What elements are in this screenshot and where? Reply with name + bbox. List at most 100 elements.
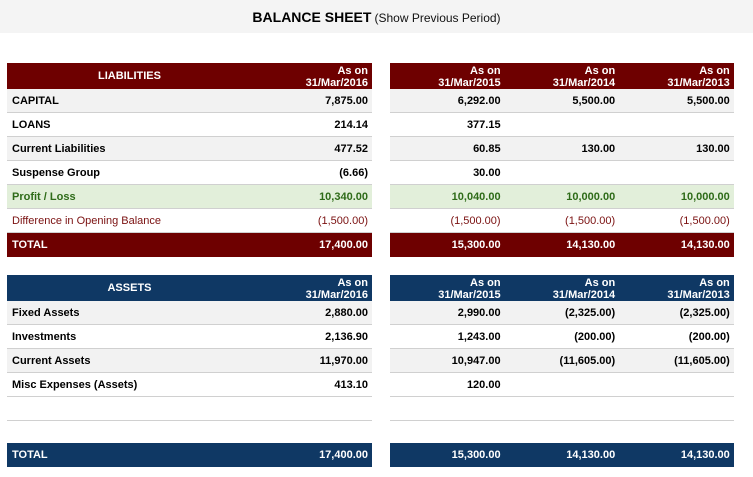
assets-previous-table: As on 31/Mar/2015 As on 31/Mar/2014 As o… xyxy=(390,275,734,421)
col-header-line2: 31/Mar/2015 xyxy=(438,76,501,89)
row-value: 5,500.00 xyxy=(572,94,616,107)
total-value: 15,300.00 xyxy=(451,449,501,461)
total-value: 17,400.00 xyxy=(319,449,368,461)
table-row: 10,947.00 (11,605.00) (11,605.00) xyxy=(390,349,734,373)
col-header-line1: As on xyxy=(699,64,730,77)
row-value: (1,500.00) xyxy=(317,214,368,227)
assets-previous-header: As on 31/Mar/2015 As on 31/Mar/2014 As o… xyxy=(390,275,734,301)
col-header-line1: As on xyxy=(584,64,616,77)
total-value: 14,130.00 xyxy=(680,449,730,461)
row-value: 2,990.00 xyxy=(457,306,501,319)
row-value: 413.10 xyxy=(334,378,368,391)
col-header-line2: 31/Mar/2013 xyxy=(667,76,730,89)
row-value: 5,500.00 xyxy=(686,94,730,107)
liabilities-current-table: LIABILITIES As on 31/Mar/2016 CAPITAL 7,… xyxy=(7,63,372,257)
col-header-line1: As on xyxy=(470,64,501,77)
page-title: BALANCE SHEET xyxy=(252,9,372,25)
assets-previous-total: 15,300.00 14,130.00 14,130.00 xyxy=(390,443,734,467)
row-value: (1,500.00) xyxy=(679,214,730,227)
row-label: CAPITAL xyxy=(12,94,59,107)
col-header-line2: 31/Mar/2014 xyxy=(552,76,616,89)
table-row: CAPITAL 7,875.00 xyxy=(7,89,372,113)
col-header-line2: 31/Mar/2015 xyxy=(438,288,501,301)
total-value: 17,400.00 xyxy=(319,239,368,251)
title-bar: BALANCE SHEET (Show Previous Period) xyxy=(0,0,753,33)
col-header-line1: As on xyxy=(699,276,730,289)
liabilities-total-row: TOTAL 17,400.00 xyxy=(7,233,372,257)
col-header-line1: As on xyxy=(337,64,368,77)
table-row: 1,243.00 (200.00) (200.00) xyxy=(390,325,734,349)
empty-row xyxy=(390,397,734,421)
assets-col-header-2013: As on 31/Mar/2013 xyxy=(619,275,734,301)
row-value: 10,000.00 xyxy=(680,190,730,203)
table-row: Suspense Group (6.66) xyxy=(7,161,372,185)
empty-row xyxy=(7,397,372,421)
assets-previous-total-row: 15,300.00 14,130.00 14,130.00 xyxy=(390,443,734,467)
row-value: (1,500.00) xyxy=(450,214,501,227)
show-previous-period-link[interactable]: (Show Previous Period) xyxy=(374,11,501,25)
total-value: 15,300.00 xyxy=(451,239,501,251)
col-header-line2: 31/Mar/2013 xyxy=(667,288,730,301)
assets-header: ASSETS As on 31/Mar/2016 xyxy=(7,275,372,301)
table-row: 377.15 xyxy=(390,113,734,137)
table-row: Misc Expenses (Assets) 413.10 xyxy=(7,373,372,397)
row-value: 2,880.00 xyxy=(325,306,368,319)
row-value: 6,292.00 xyxy=(457,94,501,107)
table-row: Investments 2,136.90 xyxy=(7,325,372,349)
total-value: 14,130.00 xyxy=(680,239,730,251)
col-header-line2: 31/Mar/2016 xyxy=(305,288,368,301)
row-value: 10,340.00 xyxy=(319,190,368,203)
total-value: 14,130.00 xyxy=(566,449,616,461)
liabilities-header: LIABILITIES As on 31/Mar/2016 xyxy=(7,63,372,89)
table-row: 6,292.00 5,500.00 5,500.00 xyxy=(390,89,734,113)
row-label: Difference in Opening Balance xyxy=(12,214,162,227)
profit-loss-row: Profit / Loss 10,340.00 xyxy=(7,185,372,209)
col-header-line2: 31/Mar/2014 xyxy=(552,288,616,301)
table-row: Current Liabilities 477.52 xyxy=(7,137,372,161)
assets-current-table: ASSETS As on 31/Mar/2016 Fixed Assets 2,… xyxy=(7,275,372,421)
table-row: 30.00 xyxy=(390,161,734,185)
row-value: (2,325.00) xyxy=(679,306,730,319)
col-header-line2: 31/Mar/2016 xyxy=(305,76,368,89)
assets-total-row: TOTAL 17,400.00 xyxy=(7,443,372,467)
row-value: 214.14 xyxy=(334,118,368,131)
row-value: 377.15 xyxy=(466,118,501,131)
row-value: 130.00 xyxy=(581,142,616,155)
col-header-line1: As on xyxy=(470,276,501,289)
table-row: 2,990.00 (2,325.00) (2,325.00) xyxy=(390,301,734,325)
row-value: 60.85 xyxy=(473,142,501,155)
row-label: Current Liabilities xyxy=(12,142,106,155)
table-row: LOANS 214.14 xyxy=(7,113,372,137)
total-label: TOTAL xyxy=(12,449,48,461)
difference-opening-balance-row: (1,500.00) (1,500.00) (1,500.00) xyxy=(390,209,734,233)
assets-current-col-header: As on 31/Mar/2016 xyxy=(252,275,372,301)
total-value: 14,130.00 xyxy=(566,239,616,251)
row-value: 10,040.00 xyxy=(451,190,501,203)
liabilities-col-header-2014: As on 31/Mar/2014 xyxy=(505,63,620,89)
liabilities-previous-total-row: 15,300.00 14,130.00 14,130.00 xyxy=(390,233,734,257)
assets-header-label: ASSETS xyxy=(107,282,152,294)
row-value: (6.66) xyxy=(339,166,368,179)
row-value: (200.00) xyxy=(688,330,730,343)
row-value: 10,000.00 xyxy=(566,190,616,203)
row-label: Suspense Group xyxy=(12,166,101,179)
row-label: LOANS xyxy=(12,118,51,131)
table-row: 120.00 xyxy=(390,373,734,397)
difference-opening-balance-row: Difference in Opening Balance (1,500.00) xyxy=(7,209,372,233)
liabilities-current-col-header: As on 31/Mar/2016 xyxy=(252,63,372,89)
liabilities-col-header-2013: As on 31/Mar/2013 xyxy=(619,63,734,89)
row-value: 477.52 xyxy=(334,142,368,155)
table-row: 60.85 130.00 130.00 xyxy=(390,137,734,161)
row-label: Current Assets xyxy=(12,354,91,367)
assets-col-header-2015: As on 31/Mar/2015 xyxy=(390,275,505,301)
row-value: (11,605.00) xyxy=(559,354,616,367)
liabilities-previous-header: As on 31/Mar/2015 As on 31/Mar/2014 As o… xyxy=(390,63,734,89)
row-label: Fixed Assets xyxy=(12,306,80,319)
table-row: Fixed Assets 2,880.00 xyxy=(7,301,372,325)
row-value: 10,947.00 xyxy=(451,354,501,367)
liabilities-previous-table: As on 31/Mar/2015 As on 31/Mar/2014 As o… xyxy=(390,63,734,257)
row-label: Investments xyxy=(12,330,77,343)
assets-current-total: TOTAL 17,400.00 xyxy=(7,443,372,467)
row-value: 130.00 xyxy=(696,142,730,155)
liabilities-header-label: LIABILITIES xyxy=(98,70,161,82)
